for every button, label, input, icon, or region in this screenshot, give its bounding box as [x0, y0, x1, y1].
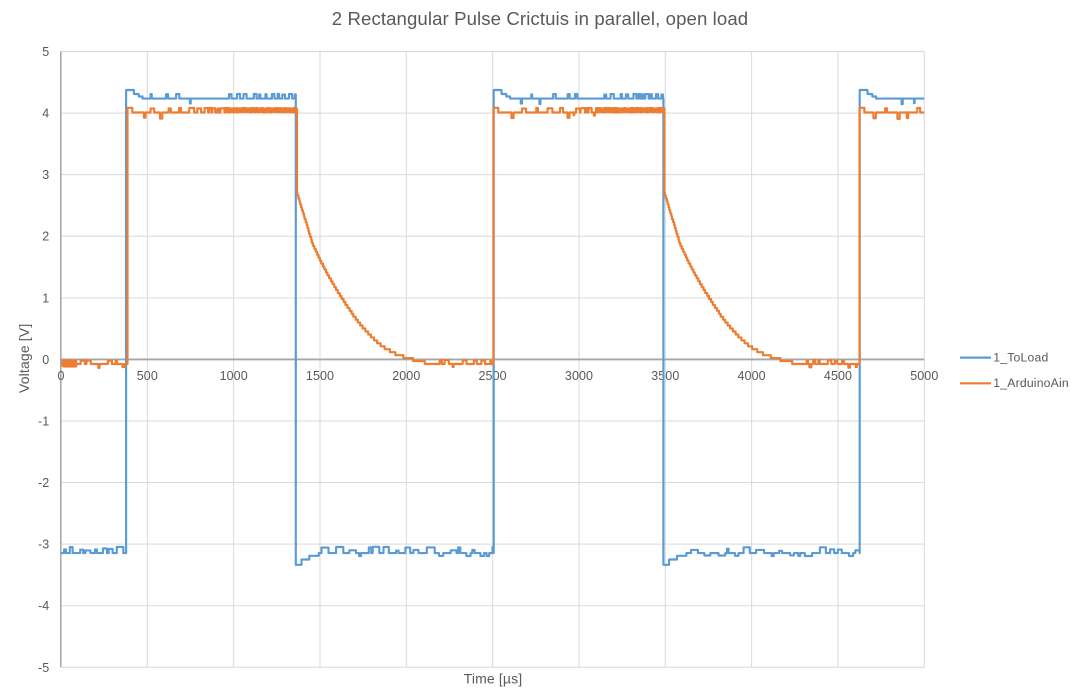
svg-text:2: 2 [42, 230, 49, 244]
svg-text:3: 3 [42, 168, 49, 182]
svg-text:-3: -3 [38, 538, 49, 552]
svg-text:1000: 1000 [220, 369, 248, 383]
svg-text:4000: 4000 [737, 369, 765, 383]
svg-text:1_ToLoad: 1_ToLoad [993, 351, 1048, 365]
svg-text:0: 0 [57, 369, 64, 383]
svg-text:-4: -4 [38, 599, 49, 613]
svg-text:2000: 2000 [392, 369, 420, 383]
svg-text:3500: 3500 [651, 369, 679, 383]
svg-text:500: 500 [137, 369, 158, 383]
svg-text:5000: 5000 [910, 369, 938, 383]
svg-text:4: 4 [42, 107, 49, 121]
svg-text:1_ArduinoAin: 1_ArduinoAin [993, 376, 1069, 390]
svg-text:1500: 1500 [306, 369, 334, 383]
svg-text:0: 0 [42, 353, 49, 367]
svg-text:5: 5 [42, 45, 49, 59]
svg-text:2500: 2500 [478, 369, 506, 383]
svg-text:-5: -5 [38, 661, 49, 675]
svg-text:Voltage [V]: Voltage [V] [16, 324, 32, 393]
svg-text:2 Rectangular Pulse Crictuis i: 2 Rectangular Pulse Crictuis in parallel… [332, 8, 748, 29]
svg-text:-2: -2 [38, 476, 49, 490]
svg-text:-1: -1 [38, 414, 49, 428]
svg-text:1: 1 [42, 291, 49, 305]
svg-text:3000: 3000 [565, 369, 593, 383]
svg-text:Time [µs]: Time [µs] [464, 671, 523, 687]
svg-text:4500: 4500 [824, 369, 852, 383]
